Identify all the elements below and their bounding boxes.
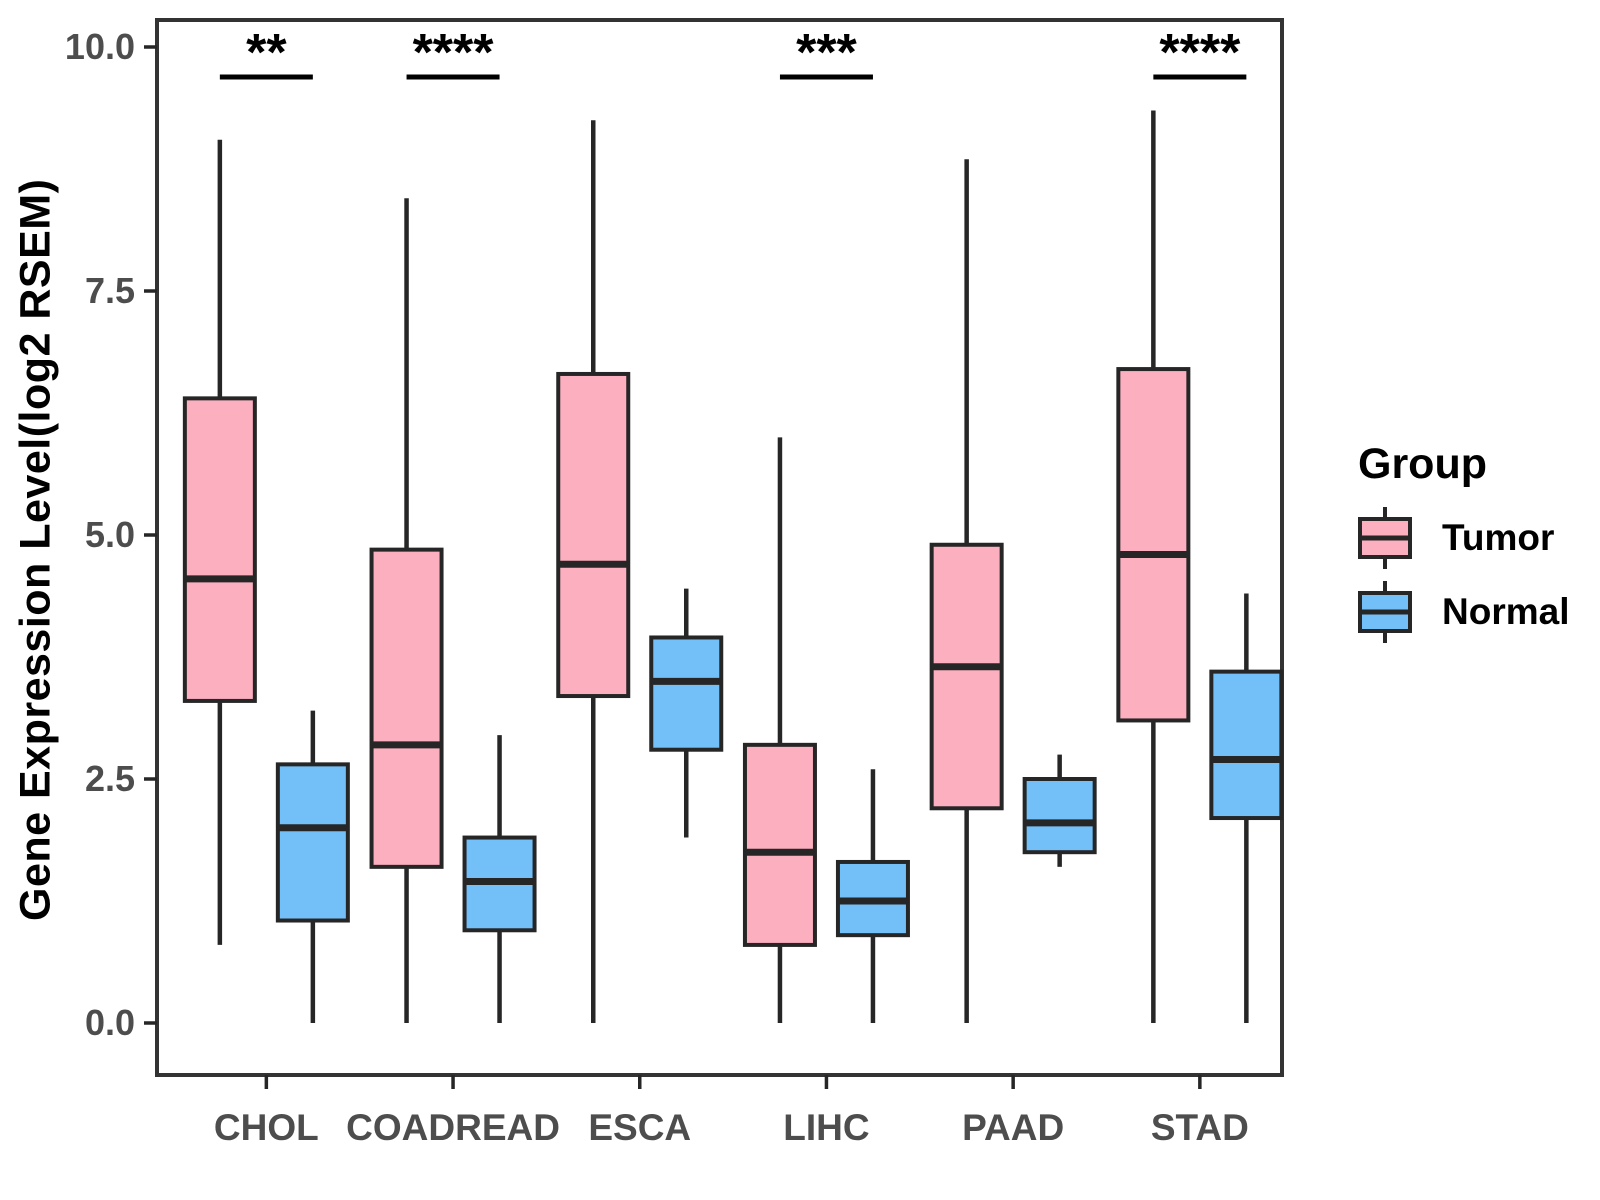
y-tick-label-2.5: 2.5 <box>85 758 135 799</box>
box-tumor-paad <box>929 542 1004 811</box>
x-tick-label-paad: PAAD <box>962 1107 1064 1148</box>
box-normal-paad <box>1022 777 1097 855</box>
x-tick-label-chol: CHOL <box>214 1107 319 1148</box>
y-tick-label-0.0: 0.0 <box>85 1002 135 1043</box>
sig-stars-stad: **** <box>1159 24 1241 82</box>
y-tick-label-5.0: 5.0 <box>85 514 135 555</box>
box-normal-stad <box>1209 669 1284 821</box>
legend: Group Tumor Normal <box>1356 440 1596 653</box>
y-tick-label-10.0: 10.0 <box>65 26 135 67</box>
x-tick-label-coadread: COADREAD <box>346 1107 560 1148</box>
legend-label-normal: Normal <box>1442 591 1570 632</box>
box-normal-chol <box>275 762 350 923</box>
legend-entry-tumor: Tumor <box>1356 505 1596 571</box>
box-tumor-chol <box>182 396 257 703</box>
x-tick-label-stad: STAD <box>1151 1107 1249 1148</box>
sig-stars-lihc: *** <box>796 24 857 82</box>
legend-boxplot-swatch-normal-icon <box>1358 581 1412 643</box>
box-tumor-stad <box>1116 367 1191 723</box>
sig-stars-coadread: **** <box>413 24 495 82</box>
panel-border <box>155 18 1284 1077</box>
legend-entry-normal: Normal <box>1356 579 1596 645</box>
x-tick-label-esca: ESCA <box>588 1107 691 1148</box>
legend-label-tumor: Tumor <box>1442 517 1555 558</box>
box-tumor-esca <box>556 371 631 699</box>
legend-title: Group <box>1358 440 1487 488</box>
x-tick-label-lihc: LIHC <box>783 1107 869 1148</box>
box-normal-esca <box>649 635 724 752</box>
y-tick-label-7.5: 7.5 <box>85 270 135 311</box>
legend-boxplot-swatch-tumor-icon <box>1358 507 1412 569</box>
sig-stars-chol: ** <box>246 24 287 82</box>
box-tumor-lihc <box>742 742 817 947</box>
box-tumor-coadread <box>369 547 444 869</box>
